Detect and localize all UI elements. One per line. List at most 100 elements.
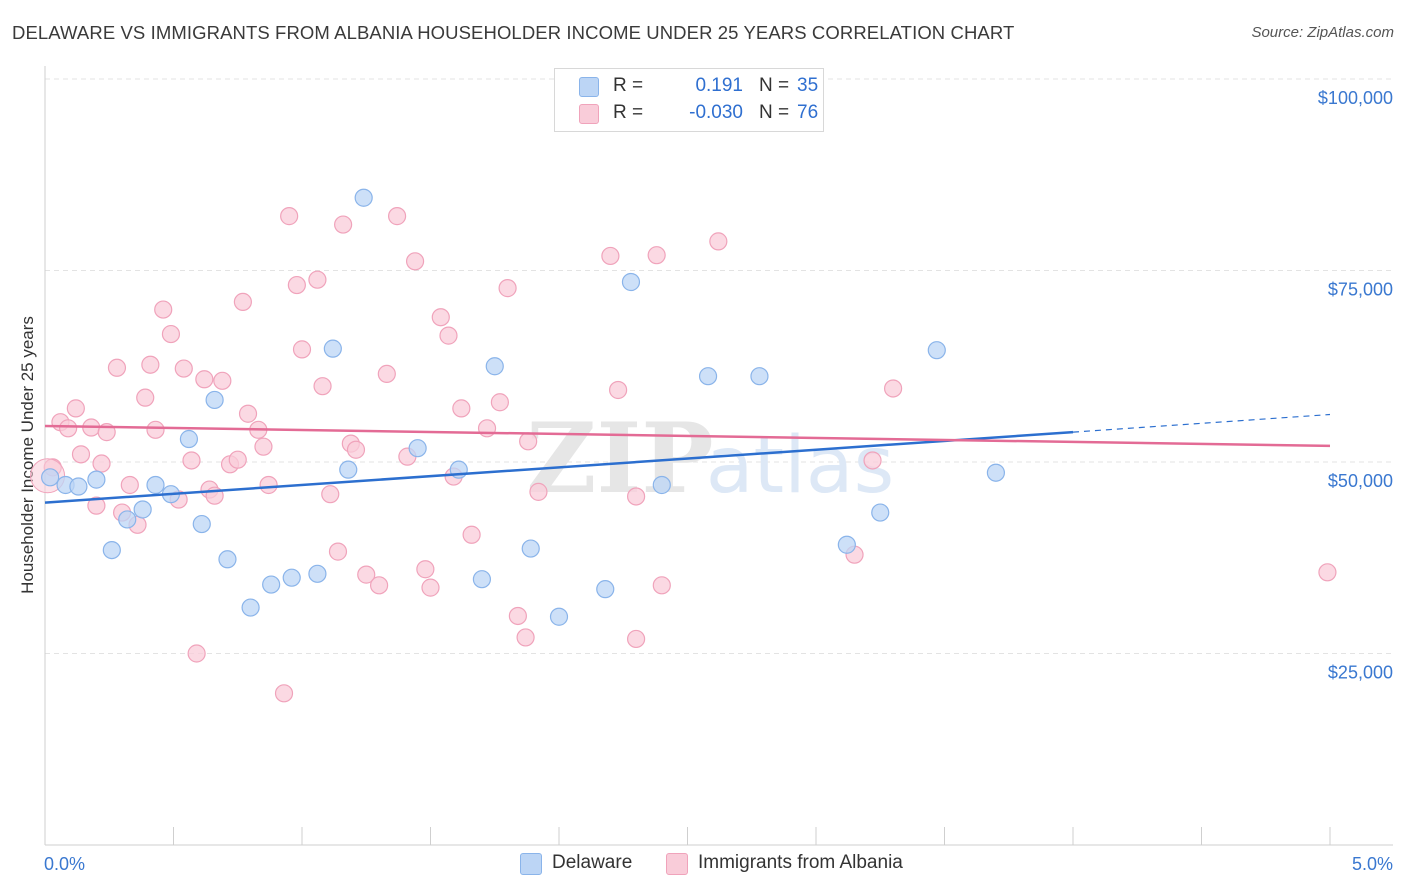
data-point-albania: [71, 445, 91, 464]
data-point-albania: [92, 454, 111, 473]
y-tick-label: $100,000: [1318, 88, 1393, 108]
legend-label-albania: Immigrants from Albania: [698, 852, 903, 873]
trend-lines: [44, 413, 1331, 504]
data-point-albania: [259, 475, 278, 495]
data-point-delaware: [698, 367, 718, 386]
data-point-albania: [313, 377, 332, 396]
data-point-albania: [370, 576, 389, 595]
legend-n-label: N =: [759, 75, 790, 96]
data-point-albania: [498, 279, 517, 298]
data-point-delaware: [69, 477, 88, 496]
data-point-albania: [136, 388, 155, 407]
data-point-delaware: [87, 470, 106, 489]
trend-line-delaware-extension: [1072, 413, 1331, 433]
data-point-albania: [490, 393, 509, 412]
data-point-albania: [652, 576, 671, 595]
data-point-albania: [174, 359, 193, 378]
y-tick-label: $25,000: [1328, 663, 1393, 683]
data-point-delaware: [102, 540, 121, 560]
legend-n-label: N =: [759, 102, 790, 123]
trend-line-delaware: [44, 430, 1074, 504]
data-point-albania: [416, 560, 435, 579]
data-point-delaware: [179, 429, 199, 449]
data-point-delaware: [118, 510, 137, 529]
data-point-albania: [1318, 563, 1337, 582]
data-point-delaware: [146, 475, 165, 495]
data-point-delaware: [521, 539, 540, 558]
data-point-albania: [609, 380, 628, 400]
data-point-albania: [462, 525, 481, 544]
data-point-albania: [87, 496, 106, 515]
data-point-albania: [516, 628, 535, 647]
data-point-delaware: [408, 439, 427, 458]
data-point-albania: [439, 326, 458, 345]
data-point-albania: [709, 232, 728, 251]
data-point-delaware: [621, 272, 641, 292]
series-legend: Delaware Immigrants from Albania: [0, 852, 1406, 878]
data-point-albania: [213, 371, 232, 390]
data-point-delaware: [354, 188, 373, 207]
data-point-delaware: [871, 503, 890, 522]
y-tick-label: $50,000: [1328, 471, 1393, 491]
data-point-delaware: [205, 390, 224, 410]
data-point-albania: [508, 606, 527, 626]
data-point-albania: [387, 207, 407, 226]
data-point-albania: [195, 370, 214, 389]
x-tick-label: 0.0%: [44, 854, 85, 874]
legend-swatch-delaware: [520, 853, 542, 875]
data-point-albania: [187, 644, 206, 663]
legend-r-label: R =: [613, 75, 644, 96]
axes: [44, 66, 1393, 846]
data-point-albania: [519, 432, 538, 451]
legend-r-value: 0.191: [695, 75, 743, 96]
data-point-albania: [477, 419, 497, 438]
source-label: Source: ZipAtlas.com: [1251, 24, 1394, 41]
series-albania-points: [30, 112, 1337, 703]
data-point-albania: [863, 451, 882, 470]
data-point-delaware: [218, 550, 237, 569]
legend-n-value: 35: [797, 75, 819, 96]
data-point-albania: [274, 684, 294, 703]
data-point-albania: [405, 252, 425, 271]
data-point-albania: [146, 420, 165, 439]
data-point-delaware: [339, 460, 358, 479]
data-point-albania: [334, 215, 353, 234]
data-point-albania: [421, 578, 440, 597]
y-tick-labels: $25,000 $50,000 $75,000 $100,000: [1318, 88, 1393, 683]
trend-line-albania: [44, 424, 1331, 448]
x-tick-labels: 0.0% 5.0%: [44, 854, 1393, 874]
data-point-albania: [254, 437, 273, 456]
data-point-albania: [626, 487, 646, 506]
chart-title: DELAWARE VS IMMIGRANTS FROM ALBANIA HOUS…: [12, 22, 1015, 43]
data-point-albania: [601, 246, 620, 266]
data-point-delaware: [308, 564, 327, 583]
data-point-delaware: [485, 357, 504, 376]
data-point-albania: [182, 451, 201, 470]
legend-n-value: 76: [797, 102, 819, 123]
data-point-delaware: [282, 568, 301, 587]
data-point-delaware: [241, 598, 260, 617]
legend-r-label: R =: [613, 102, 644, 123]
correlation-legend: R = 0.191 N = 35 R = -0.030 N = 76: [554, 68, 824, 132]
legend-label-delaware: Delaware: [552, 852, 633, 873]
data-point-delaware: [472, 570, 491, 589]
y-tick-label: $75,000: [1328, 280, 1393, 300]
data-point-delaware: [927, 341, 946, 360]
x-tick-label: 5.0%: [1352, 854, 1393, 874]
data-point-delaware: [986, 463, 1006, 482]
data-point-delaware: [596, 580, 615, 599]
data-point-albania: [626, 629, 646, 649]
data-point-albania: [233, 292, 252, 312]
data-point-albania: [228, 450, 247, 469]
data-point-albania: [529, 482, 548, 501]
data-point-delaware: [133, 500, 152, 519]
data-point-delaware: [41, 468, 60, 487]
data-point-albania: [647, 246, 666, 265]
data-point-albania: [107, 358, 127, 377]
data-point-albania: [59, 419, 78, 438]
data-point-delaware: [192, 514, 211, 534]
data-point-albania: [141, 355, 160, 374]
data-point-delaware: [750, 367, 769, 386]
